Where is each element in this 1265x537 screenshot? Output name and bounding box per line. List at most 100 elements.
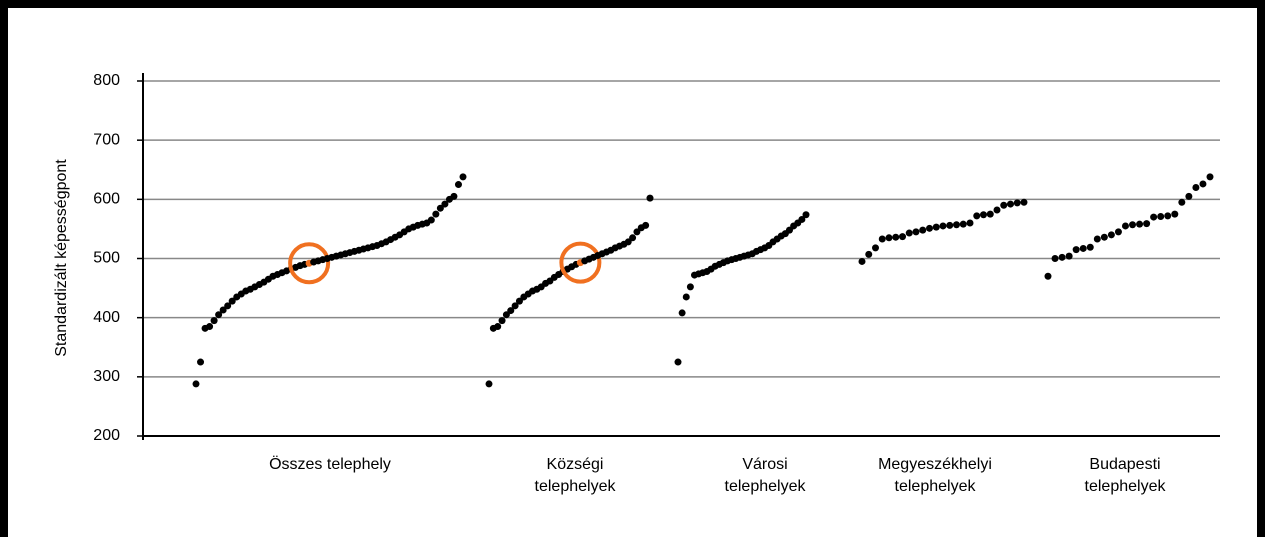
point: [980, 211, 987, 219]
point: [1150, 213, 1158, 221]
point: [436, 204, 444, 212]
y-tick-label: 800: [93, 72, 120, 89]
point: [502, 311, 510, 319]
point: [953, 221, 960, 229]
point: [1185, 192, 1193, 200]
point: [1058, 253, 1066, 261]
point: [959, 220, 967, 228]
point: [494, 323, 502, 331]
point: [1051, 255, 1059, 262]
point: [892, 233, 900, 241]
point: [642, 221, 650, 229]
point: [1000, 201, 1008, 209]
point: [1072, 246, 1080, 254]
point: [926, 224, 933, 232]
point: [498, 317, 506, 325]
point: [1206, 173, 1214, 181]
point: [1093, 235, 1101, 243]
point: [427, 216, 435, 224]
point: [973, 212, 981, 220]
point: [511, 302, 519, 310]
point: [1044, 272, 1052, 280]
point: [919, 226, 927, 234]
x-category-label: telephelyek: [535, 478, 617, 495]
point: [932, 223, 940, 231]
y-tick-label: 600: [93, 191, 120, 208]
point: [219, 306, 227, 314]
point: [885, 234, 893, 242]
point: [1192, 184, 1200, 191]
point: [912, 228, 920, 236]
point: [905, 229, 913, 237]
y-tick-label: 700: [93, 131, 120, 148]
point: [1086, 243, 1094, 251]
point: [454, 181, 462, 189]
point: [624, 238, 632, 246]
point: [1199, 180, 1207, 188]
point: [1107, 231, 1115, 239]
point: [224, 302, 232, 310]
point: [686, 283, 694, 291]
point: [515, 297, 523, 305]
y-axis-label: Standardizált képességpont: [53, 159, 70, 357]
y-tick-label: 400: [93, 309, 120, 326]
point: [1157, 212, 1165, 220]
point: [1129, 221, 1137, 229]
highlight-ring: [559, 241, 602, 284]
point: [450, 192, 458, 200]
y-tick-label: 300: [93, 368, 120, 385]
point: [966, 219, 974, 227]
point: [682, 293, 690, 301]
point: [1020, 198, 1028, 206]
point: [1013, 199, 1021, 207]
x-category-label: Budapesti: [1089, 456, 1160, 473]
point: [939, 222, 947, 230]
x-category-label: Községi: [547, 456, 604, 473]
point: [1121, 222, 1129, 230]
point: [1114, 228, 1122, 236]
point: [215, 311, 223, 319]
point: [878, 235, 886, 243]
point: [646, 194, 654, 202]
x-category-label: Megyeszékhelyi: [878, 456, 992, 473]
point: [865, 250, 873, 258]
point: [485, 380, 493, 388]
point: [441, 200, 449, 208]
point: [206, 323, 214, 331]
point: [872, 244, 879, 252]
point: [192, 380, 200, 388]
point: [432, 210, 440, 218]
highlight-ring: [288, 242, 331, 285]
point: [1143, 220, 1151, 228]
point: [1164, 212, 1172, 220]
point: [899, 233, 906, 241]
point: [633, 228, 641, 236]
point: [1079, 244, 1087, 252]
point: [507, 307, 515, 315]
point: [674, 358, 682, 366]
x-category-label: Összes telephely: [269, 455, 391, 473]
point: [678, 309, 686, 317]
point: [1007, 200, 1014, 208]
point: [459, 173, 467, 181]
point: [993, 206, 1001, 214]
point: [210, 317, 218, 325]
y-tick-label: 500: [93, 250, 120, 267]
point: [802, 211, 810, 219]
point: [1136, 220, 1144, 228]
x-category-label: telephelyek: [725, 478, 807, 495]
point: [798, 215, 806, 223]
point: [228, 297, 236, 305]
y-tick-label: 200: [93, 427, 120, 444]
x-category-label: Városi: [742, 456, 787, 473]
point: [197, 358, 205, 366]
point: [986, 210, 994, 218]
point: [946, 221, 954, 229]
point: [1178, 198, 1186, 206]
point: [1171, 210, 1179, 218]
point: [1065, 252, 1073, 260]
x-category-label: telephelyek: [1085, 478, 1167, 495]
point: [1100, 233, 1108, 241]
